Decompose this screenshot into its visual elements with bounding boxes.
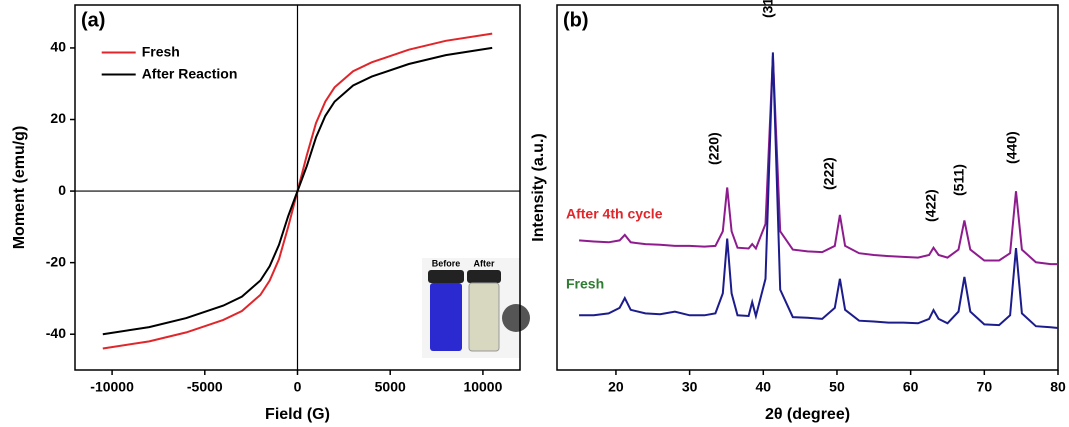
x-axis-label: Field (G) [265, 406, 330, 423]
y-axis-label: Intensity (a.u.) [530, 133, 547, 241]
inset-photo [422, 258, 530, 358]
peak-label: (422) [923, 189, 939, 222]
x-tick-label: 60 [903, 379, 919, 395]
x-tick-label: -10000 [90, 379, 134, 395]
x-tick-label: 5000 [375, 379, 406, 395]
peak-label: (220) [706, 132, 722, 165]
x-axis-label: 2θ (degree) [765, 406, 850, 423]
y-tick-label: 40 [50, 39, 66, 55]
x-tick-label: 80 [1050, 379, 1066, 395]
x-tick-label: 70 [977, 379, 993, 395]
legend-label: After Reaction [142, 65, 238, 81]
panel-label: (b) [563, 9, 589, 31]
y-tick-label: 0 [58, 182, 66, 198]
x-tick-label: 30 [682, 379, 698, 395]
series-line [579, 52, 1059, 329]
y-axis-label: Moment (emu/g) [11, 126, 28, 250]
x-tick-label: 40 [756, 379, 772, 395]
vial-before [430, 283, 462, 351]
vial-cap [428, 270, 464, 283]
series-label: Fresh [566, 276, 604, 292]
y-tick-label: -40 [46, 325, 66, 341]
peak-label: (222) [821, 157, 837, 190]
y-tick-label: -20 [46, 253, 66, 269]
x-tick-label: 50 [829, 379, 845, 395]
peak-label: (311) [760, 0, 776, 18]
magnet [502, 304, 530, 332]
vial-cap [467, 270, 501, 283]
series-line [102, 46, 493, 336]
peak-label: (511) [951, 164, 967, 196]
series-line [579, 56, 1058, 266]
vial-after [468, 282, 500, 352]
x-tick-label: -5000 [187, 379, 223, 395]
inset-label: Before [432, 258, 461, 268]
series-label: After 4th cycle [566, 206, 663, 222]
legend-label: Fresh [142, 43, 180, 59]
x-tick-label: 10000 [463, 379, 502, 395]
x-tick-label: 0 [294, 379, 302, 395]
panel-label: (a) [81, 9, 105, 31]
plot-frame [556, 4, 1059, 371]
peak-label: (440) [1004, 131, 1020, 164]
inset-label: After [473, 258, 494, 268]
x-tick-label: 20 [608, 379, 624, 395]
y-tick-label: 20 [50, 110, 66, 126]
